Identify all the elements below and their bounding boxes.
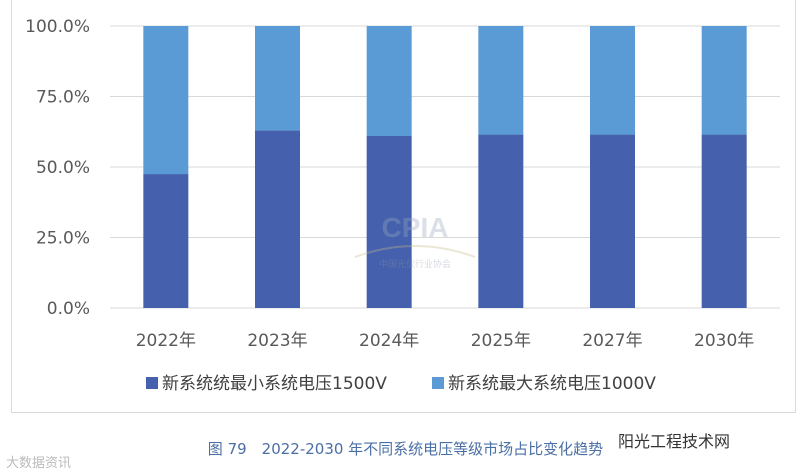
y-tick-label: 0.0%: [47, 299, 90, 319]
x-category-label: 2030年: [694, 331, 754, 351]
legend-swatch: [146, 377, 158, 389]
bar-segment-min-1500v: [590, 134, 635, 308]
x-category-label: 2022年: [136, 331, 196, 351]
y-tick-labels: 0.0% 25.0% 50.0% 75.0% 100.0%: [25, 17, 90, 319]
y-tick-label: 75.0%: [36, 88, 90, 108]
logo-subtext: 中国光伏行业协会: [379, 258, 451, 270]
x-category-label: 2027年: [582, 331, 642, 351]
bar-segment-max-1000v: [143, 26, 189, 175]
figure-caption: 图 79 2022-2030 年不同系统电压等级市场占比变化趋势: [207, 440, 604, 458]
bar-segment-max-1000v: [701, 26, 747, 135]
legend-swatch: [432, 377, 444, 389]
logo-text: CPIA: [382, 212, 449, 243]
legend-label: 新系统统最小系统电压1500V: [162, 374, 387, 394]
y-tick-label: 50.0%: [36, 158, 90, 178]
x-category-labels: 2022年 2023年 2024年 2025年 2027年 2030年: [136, 331, 755, 351]
y-tick-label: 100.0%: [25, 17, 90, 37]
bar-segment-max-1000v: [366, 26, 412, 136]
bar-segment-min-1500v: [478, 134, 524, 308]
legend-label: 新系统最大系统电压1000V: [448, 374, 656, 394]
watermark-bottom-right: 阳光工程技术网: [618, 432, 731, 451]
legend: 新系统统最小系统电压1500V 新系统最大系统电压1000V: [146, 374, 656, 394]
x-category-label: 2025年: [471, 331, 531, 351]
bar-segment-max-1000v: [478, 26, 524, 135]
bar-segment-min-1500v: [143, 174, 189, 308]
watermark-bottom-left: 大数据资讯: [6, 456, 72, 471]
chart-frame: [11, 0, 796, 413]
x-category-label: 2024年: [359, 331, 419, 351]
gridlines: [110, 25, 780, 309]
x-category-label: 2023年: [247, 331, 307, 351]
cpia-logo-watermark: CPIA 中国光伏行业协会: [354, 212, 476, 270]
y-tick-label: 25.0%: [36, 229, 90, 249]
bar-segment-min-1500v: [366, 135, 412, 308]
bar-segment-min-1500v: [255, 130, 300, 308]
bar-segment-min-1500v: [701, 134, 747, 308]
bar-segment-max-1000v: [590, 26, 635, 135]
bars: [143, 26, 747, 308]
bar-segment-max-1000v: [255, 26, 300, 131]
